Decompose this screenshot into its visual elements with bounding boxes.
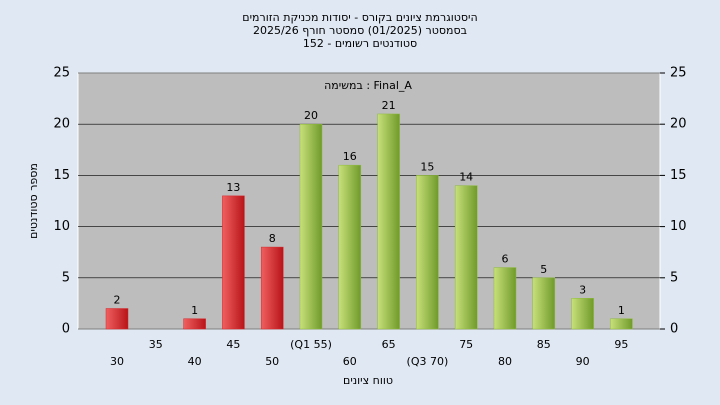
y2-tick-label: 0 [670, 322, 678, 337]
chart-title: היסטוגרמת ציונים בקורס - יסודות מכניקת ה… [242, 11, 477, 24]
chart-subtitle: בסמסטר (01/2025) סמסטר חורף 2025/26 [253, 24, 467, 37]
data-label: 3 [579, 283, 586, 296]
bar [493, 267, 517, 330]
x-tick-label: 40 [188, 355, 202, 368]
data-label: 6 [502, 253, 509, 266]
data-label: 20 [304, 109, 318, 122]
y-tick-label: 10 [53, 219, 70, 234]
bar [260, 246, 284, 330]
y2-tick-label: 20 [670, 117, 687, 132]
bar [377, 113, 400, 330]
data-label: 1 [618, 304, 625, 317]
annotation: במשימה : Final_A [324, 79, 412, 92]
data-label: 1 [191, 304, 198, 317]
x-tick-label: 90 [576, 355, 590, 368]
bar [571, 298, 594, 330]
x-tick-label: 75 [459, 338, 473, 351]
x-tick-label: (Q3 70) [407, 355, 449, 368]
x-axis-label: טווח ציונים [343, 374, 393, 387]
y-tick-label: 15 [53, 168, 70, 183]
x-tick-label: 45 [226, 338, 240, 351]
x-tick-label: 35 [149, 338, 163, 351]
y-tick-label: 25 [53, 66, 70, 81]
bar [416, 175, 439, 330]
y2-tick-label: 25 [670, 66, 687, 81]
chart-subtitle: סטודנטים רשומים - 152 [303, 37, 417, 50]
x-tick-label: 95 [614, 338, 628, 351]
x-tick-label: 80 [498, 355, 512, 368]
x-tick-label: 85 [537, 338, 551, 351]
data-label: 8 [269, 232, 276, 245]
bar [299, 123, 323, 330]
y-tick-label: 0 [62, 322, 70, 337]
y2-tick-label: 15 [670, 168, 687, 183]
bar [454, 185, 478, 330]
y-tick-label: 5 [62, 270, 70, 285]
x-tick-label: 65 [382, 338, 396, 351]
x-tick-label: 60 [343, 355, 357, 368]
bar [610, 318, 633, 330]
plot-area [77, 72, 661, 330]
data-label: 21 [382, 99, 396, 112]
data-label: 14 [459, 171, 473, 184]
data-label: 15 [420, 160, 434, 173]
bar [532, 277, 556, 330]
y2-tick-label: 5 [670, 270, 678, 285]
x-tick-label: 50 [265, 355, 279, 368]
bar [105, 308, 129, 330]
data-label: 2 [114, 294, 121, 307]
data-label: 16 [343, 150, 357, 163]
bar [222, 195, 245, 330]
x-tick-label: 30 [110, 355, 124, 368]
y-axis-label: מספר סטודנטים [27, 163, 40, 239]
data-label: 5 [540, 263, 547, 276]
bar [338, 164, 362, 330]
x-tick-label: (Q1 55) [290, 338, 332, 351]
bar [183, 318, 206, 330]
y-tick-label: 20 [53, 117, 70, 132]
y2-tick-label: 10 [670, 219, 687, 234]
data-label: 13 [226, 181, 240, 194]
